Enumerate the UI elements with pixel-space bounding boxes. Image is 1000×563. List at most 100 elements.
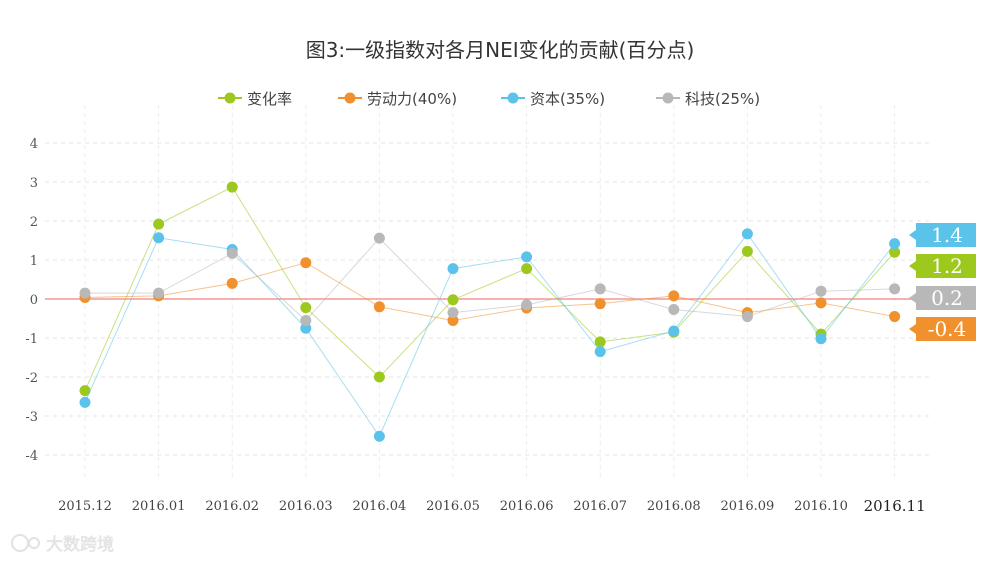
data-point[interactable]	[373, 371, 385, 383]
series-line	[84, 186, 895, 391]
legend-dot-icon	[662, 92, 674, 104]
x-tick-label: 2015.12	[58, 499, 112, 514]
x-tick-label: 2016.03	[279, 499, 333, 514]
y-tick-label: 0	[30, 293, 38, 308]
data-point[interactable]	[889, 238, 901, 250]
x-tick-label: 2016.05	[426, 499, 480, 514]
y-tick-label: 3	[30, 176, 38, 191]
legend-label: 科技(25%)	[685, 90, 760, 108]
grid	[45, 105, 930, 478]
data-point[interactable]	[594, 336, 606, 348]
y-tick-label: 2	[30, 215, 38, 230]
data-point[interactable]	[226, 277, 238, 289]
end-value-callout: 0.2	[909, 286, 976, 310]
callout-label: -0.4	[928, 317, 967, 341]
callout-label: 0.2	[931, 286, 963, 310]
x-tick-label: 2016.09	[721, 499, 775, 514]
callout-box	[909, 317, 976, 341]
callout-label: 1.2	[931, 254, 963, 278]
data-point[interactable]	[300, 302, 312, 314]
data-point[interactable]	[668, 304, 680, 316]
x-tick-label: 2016.02	[205, 499, 259, 514]
data-point[interactable]	[447, 294, 459, 306]
end-value-callout: 1.2	[909, 254, 976, 278]
data-point[interactable]	[447, 314, 459, 326]
legend-dot-icon	[224, 92, 236, 104]
series-2	[79, 228, 901, 442]
legend-item[interactable]: 劳动力(40%)	[338, 90, 457, 108]
data-point[interactable]	[153, 287, 165, 299]
callout-box	[909, 254, 976, 278]
data-point[interactable]	[521, 263, 533, 275]
data-point[interactable]	[373, 232, 385, 244]
legend-dot-icon	[507, 92, 519, 104]
data-point[interactable]	[815, 297, 827, 309]
data-point[interactable]	[668, 325, 680, 337]
series-line	[84, 262, 895, 321]
data-point[interactable]	[594, 298, 606, 310]
data-point[interactable]	[889, 246, 901, 258]
legend-label: 变化率	[247, 90, 292, 108]
data-point[interactable]	[226, 181, 238, 193]
data-point[interactable]	[447, 263, 459, 275]
data-point[interactable]	[79, 385, 91, 397]
data-point[interactable]	[521, 251, 533, 263]
callout-box	[909, 223, 976, 247]
legend-item[interactable]: 资本(35%)	[501, 90, 605, 108]
legend-label: 劳动力(40%)	[367, 90, 457, 108]
legend-item[interactable]: 科技(25%)	[656, 90, 760, 108]
data-point[interactable]	[300, 314, 312, 326]
legend-dot-icon	[344, 92, 356, 104]
data-point[interactable]	[226, 247, 238, 259]
watermark: 大数跨境	[11, 534, 114, 555]
data-point[interactable]	[889, 311, 901, 323]
data-point[interactable]	[521, 299, 533, 311]
series-line	[85, 237, 895, 322]
legend-item[interactable]: 变化率	[218, 90, 292, 108]
y-tick-label: -1	[25, 332, 38, 347]
data-point[interactable]	[889, 283, 901, 295]
callout-label: 1.4	[931, 223, 963, 247]
x-tick-label: 2016.10	[794, 499, 848, 514]
x-tick-label: 2016.01	[132, 499, 186, 514]
data-point[interactable]	[300, 322, 312, 334]
axes: 4 3 2 1 0 -1 -2 -3 -4 2015.12 2016.01 2016.02 2016.0…	[25, 137, 930, 515]
data-point[interactable]	[153, 232, 165, 244]
data-point[interactable]	[594, 346, 606, 358]
x-tick-label: 2016.04	[353, 499, 407, 514]
y-tick-label: -3	[25, 410, 38, 425]
x-tick-label: 2016.11	[864, 497, 926, 515]
data-point[interactable]	[668, 290, 680, 302]
y-tick-label: 4	[30, 137, 38, 152]
callouts: 1.4 1.2 0.2 -0.4	[909, 223, 976, 341]
data-point[interactable]	[741, 228, 753, 240]
data-point[interactable]	[153, 218, 165, 230]
legend[interactable]: 变化率 劳动力(40%) 资本(35%) 科技(25%)	[218, 90, 760, 108]
chart-title: 图3:一级指数对各月NEI变化的贡献(百分点)	[306, 38, 695, 62]
data-point[interactable]	[300, 257, 312, 269]
end-value-callout: 1.4	[909, 223, 976, 247]
end-value-callout: -0.4	[909, 317, 976, 341]
data-point[interactable]	[373, 301, 385, 313]
series-3	[79, 232, 901, 326]
data-point[interactable]	[741, 311, 753, 323]
series-line	[84, 233, 895, 438]
data-point[interactable]	[594, 283, 606, 295]
data-point[interactable]	[815, 333, 827, 345]
data-point[interactable]	[79, 287, 91, 299]
series-1	[79, 257, 901, 326]
x-tick-label: 2016.08	[647, 499, 701, 514]
y-tick-label: -2	[25, 371, 38, 386]
y-tick-label: -4	[25, 449, 38, 464]
series-0	[79, 181, 901, 397]
x-tick-label: 2016.07	[573, 499, 627, 514]
x-tick-label: 2016.06	[500, 499, 554, 514]
data-point[interactable]	[79, 396, 91, 408]
data-point[interactable]	[741, 245, 753, 257]
watermark-logo-icon	[11, 534, 40, 552]
data-point[interactable]	[373, 430, 385, 442]
series-group	[79, 181, 901, 442]
data-point[interactable]	[447, 307, 459, 319]
data-point[interactable]	[815, 285, 827, 297]
